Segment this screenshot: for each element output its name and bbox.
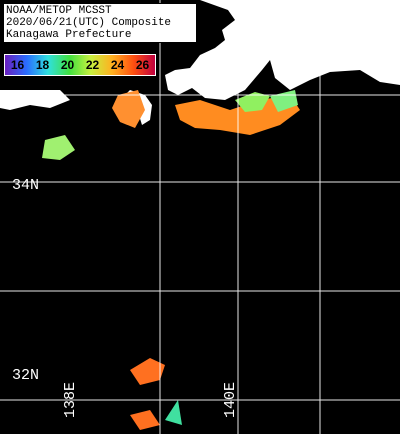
- sst-patch: [130, 358, 165, 385]
- lat-label: 34N: [12, 177, 40, 194]
- land: [165, 0, 400, 100]
- legend-tick: 18: [35, 58, 50, 72]
- legend-tick: 24: [110, 58, 125, 72]
- sst-patch: [235, 92, 270, 112]
- title-box: NOAA/METOP MCSST 2020/06/21(UTC) Composi…: [3, 3, 197, 43]
- legend-tick: 22: [85, 58, 100, 72]
- title-line: 2020/06/21(UTC) Composite: [6, 17, 172, 29]
- sst-patch: [165, 400, 182, 425]
- title-line: Kanagawa Prefecture: [6, 29, 132, 41]
- title-line: NOAA/METOP MCSST: [6, 5, 112, 17]
- lon-label: 138E: [62, 381, 79, 418]
- land: [0, 90, 70, 110]
- sst-patch: [130, 410, 160, 430]
- color-legend: 16 18 20 22 24 26: [4, 54, 156, 76]
- legend-tick: 20: [60, 58, 75, 72]
- lat-label: 32N: [12, 367, 40, 384]
- lon-label: 140E: [222, 381, 239, 418]
- sst-patch: [112, 90, 145, 128]
- legend-tick: 26: [135, 58, 150, 72]
- sst-patch: [42, 135, 75, 160]
- legend-tick: 16: [10, 58, 25, 72]
